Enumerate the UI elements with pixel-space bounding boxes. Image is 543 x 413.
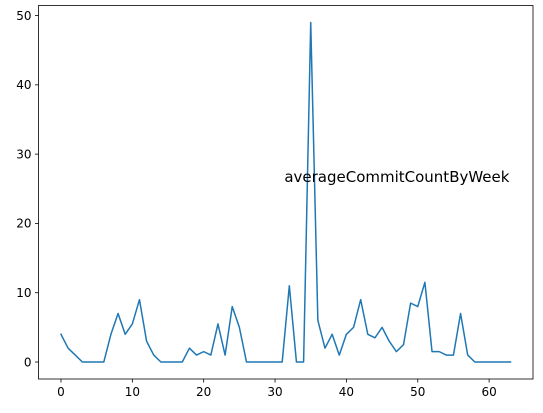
x-tick-label: 40 [339, 385, 354, 399]
x-tick-label: 10 [125, 385, 140, 399]
y-tick-label: 40 [16, 78, 31, 92]
axes: 0 10 20 30 40 50 60 0 10 20 30 40 50 [16, 5, 534, 399]
y-tick-label: 0 [24, 355, 32, 369]
x-tick-label: 60 [481, 385, 496, 399]
x-tick-label: 50 [410, 385, 425, 399]
x-tick-label: 20 [196, 385, 211, 399]
y-tick-label: 20 [16, 217, 31, 231]
y-tick-label: 30 [16, 147, 31, 161]
series-line [59, 21, 512, 363]
x-tick-label: 0 [57, 385, 65, 399]
y-tick-label: 10 [16, 286, 31, 300]
y-tick-label: 50 [16, 9, 31, 23]
plot-area [59, 21, 512, 363]
x-tick-label: 30 [267, 385, 282, 399]
plot-frame [38, 5, 534, 380]
chart-annotation: averageCommitCountByWeek [284, 168, 509, 186]
